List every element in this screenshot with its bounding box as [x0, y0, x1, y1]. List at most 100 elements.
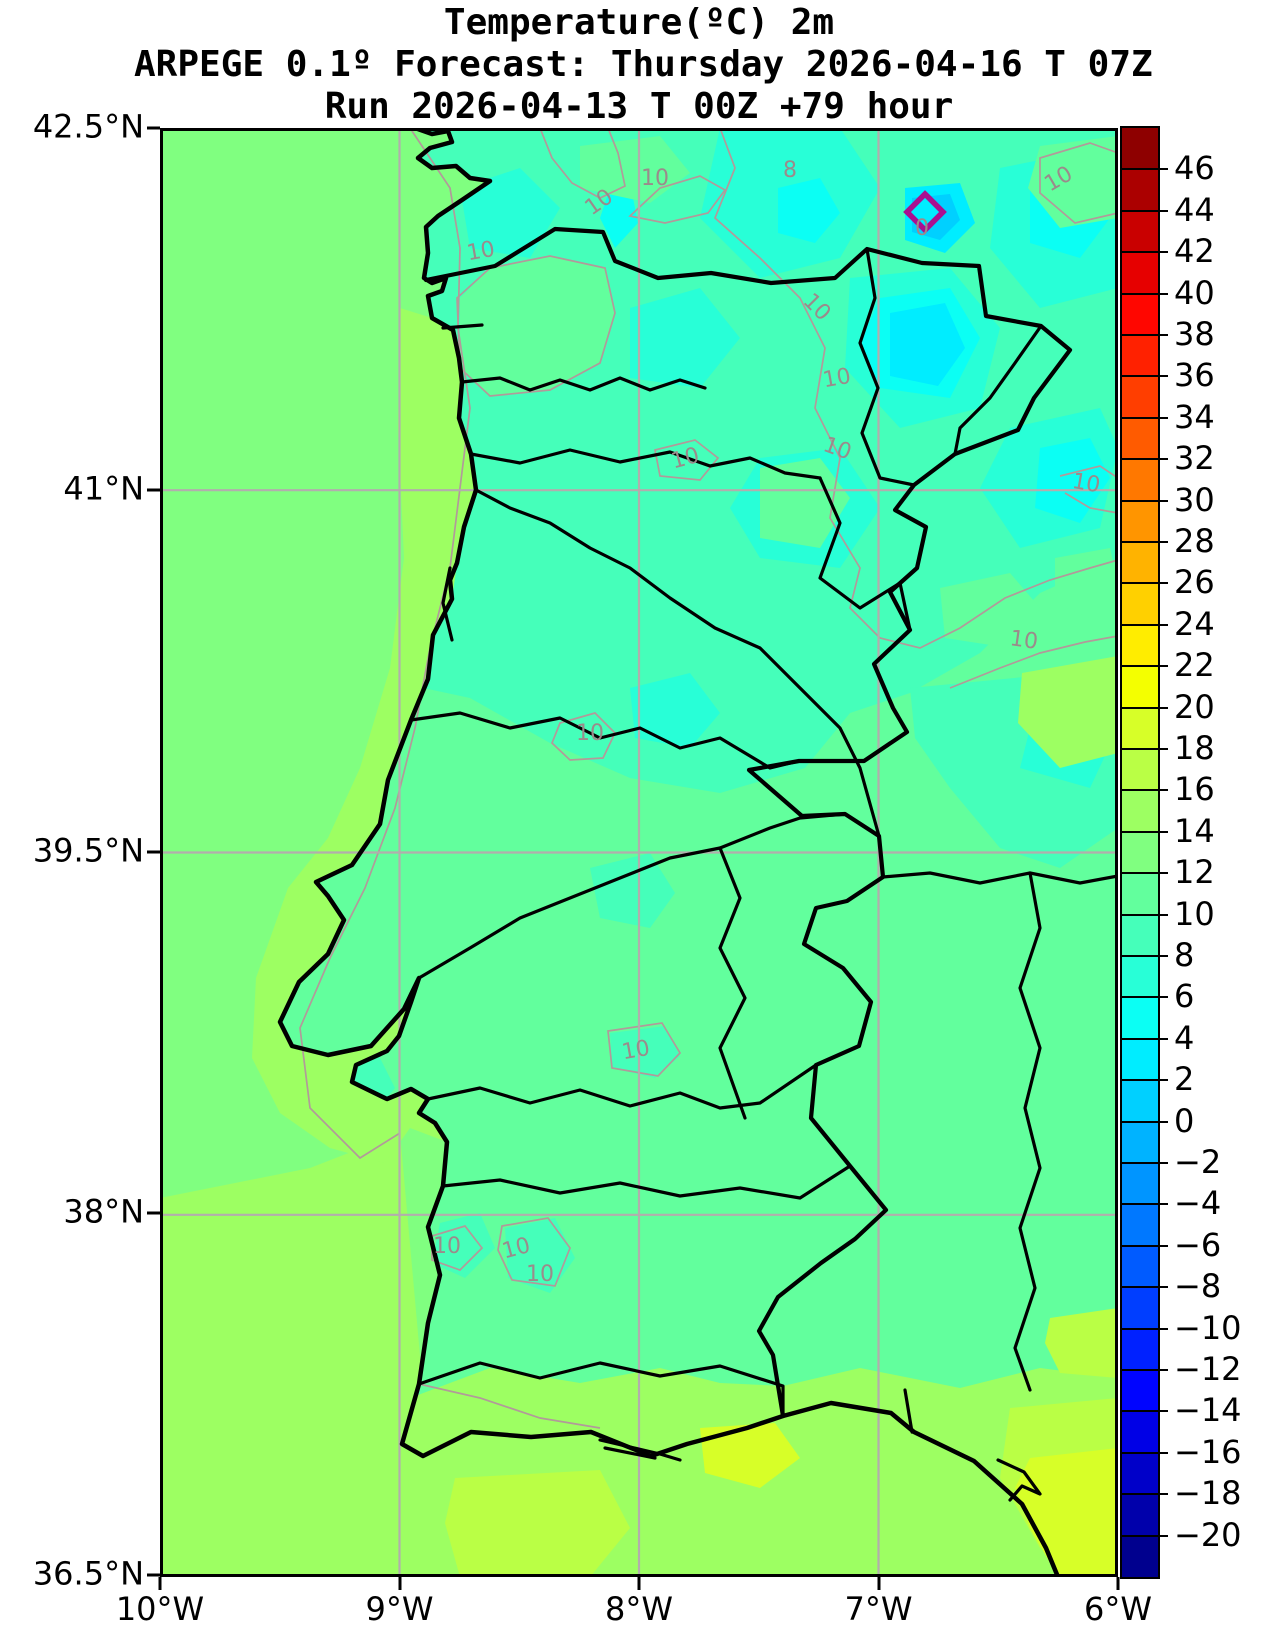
colorbar-segment: [1122, 1453, 1158, 1495]
colorbar-tick-mark: [1158, 789, 1168, 792]
lon-tick-label: 9°W: [365, 1590, 434, 1628]
colorbar-segment: [1122, 666, 1158, 708]
colorbar-segment: [1122, 1411, 1158, 1453]
colorbar-tick-mark: [1158, 1493, 1168, 1496]
lon-tick-mark: [158, 1577, 162, 1590]
colorbar-tick-mark: [1158, 665, 1168, 668]
colorbar-tick-label: 8: [1174, 936, 1195, 975]
colorbar-segment: [1122, 790, 1158, 832]
lat-tick-mark: [147, 850, 160, 853]
colorbar-segment: [1122, 1287, 1158, 1329]
colorbar-tick-mark: [1158, 334, 1168, 336]
lat-tick-label: 38°N: [63, 1192, 144, 1231]
colorbar-boundary-line: [1122, 1079, 1158, 1082]
colorbar-tick-mark: [1158, 209, 1168, 212]
colorbar-tick-label: 40: [1174, 273, 1215, 312]
lon-tick-mark: [877, 1577, 880, 1590]
colorbar-boundary-line: [1122, 1120, 1158, 1123]
chart-title: Temperature(ºC) 2m: [443, 2, 835, 43]
colorbar-tick-label: −18: [1174, 1474, 1242, 1513]
colorbar-tick-label: −20: [1174, 1515, 1242, 1554]
colorbar-segment: [1122, 1328, 1158, 1371]
colorbar-segment: [1122, 749, 1158, 791]
colorbar-tick-mark: [1158, 748, 1168, 750]
lon-tick-mark: [1116, 1577, 1120, 1590]
chart-title-block: Temperature(ºC) 2m ARPEGE 0.1º Forecast:…: [134, 2, 1153, 128]
colorbar-segment: [1122, 1121, 1158, 1164]
colorbar-tick-label: 34: [1174, 398, 1215, 437]
colorbar-boundary-line: [1122, 251, 1158, 254]
colorbar-tick-mark: [1158, 375, 1168, 378]
colorbar-segment: [1122, 128, 1158, 170]
colorbar-segment: [1122, 169, 1158, 211]
colorbar-tick-mark: [1158, 1120, 1168, 1123]
colorbar-tick-label: 38: [1174, 315, 1215, 354]
colorbar-tick-mark: [1158, 1244, 1168, 1247]
colorbar-boundary-line: [1122, 1493, 1158, 1496]
colorbar-tick-mark: [1158, 1369, 1168, 1371]
district-boundaries: [409, 247, 1118, 1502]
colorbar-tick-label: 18: [1174, 729, 1215, 768]
contour-value-label: 8: [783, 158, 797, 183]
lon-tick-mark: [637, 1577, 641, 1590]
colorbar-tick-label: 12: [1174, 853, 1215, 892]
chart-subtitle-forecast: ARPEGE 0.1º Forecast: Thursday 2026-04-1…: [134, 44, 1153, 85]
colorbar-boundary-line: [1122, 789, 1158, 792]
colorbar-segment: [1122, 831, 1158, 874]
colorbar-tick-mark: [1158, 1286, 1168, 1289]
coastline-path: [277, 128, 1061, 1577]
colorbar-boundary-line: [1122, 416, 1158, 419]
colorbar-segment: [1122, 1370, 1158, 1412]
colorbar-tick-mark: [1158, 1451, 1168, 1454]
contour-value-label: 10: [1070, 469, 1102, 498]
colorbar-segment: [1122, 417, 1158, 460]
colorbar-tick-mark: [1158, 955, 1168, 957]
colorbar-segment: [1122, 335, 1158, 377]
colorbar-tick-label: −14: [1174, 1391, 1242, 1430]
cold-minimum-diamond-marker: [903, 190, 947, 234]
colorbar-segment: [1122, 1494, 1158, 1536]
colorbar-tick-mark: [1158, 1534, 1168, 1537]
chart-subtitle-run: Run 2026-04-13 T 00Z +79 hour: [324, 86, 954, 127]
lon-tick-label: 7°W: [844, 1590, 913, 1628]
colorbar-boundary-line: [1122, 292, 1158, 295]
colorbar-boundary-line: [1122, 1162, 1158, 1164]
colorbar-tick-label: 32: [1174, 439, 1215, 478]
colorbar-boundary-line: [1122, 1534, 1158, 1537]
colorbar-tick-mark: [1158, 541, 1168, 543]
colorbar-boundary-line: [1122, 334, 1158, 336]
colorbar-segment: [1122, 1535, 1158, 1578]
colorbar-segment: [1122, 873, 1158, 915]
contour-value-label: 10: [821, 364, 853, 393]
lon-tick-label: 6°W: [1084, 1590, 1152, 1628]
colorbar-segment: [1122, 624, 1158, 667]
colorbar-segment: [1122, 500, 1158, 543]
map-canvas: 10 10 10 10 10 10 10 10 10 10 10 10 10 10 10 8 0: [160, 128, 1118, 1577]
contour-value-label: 10: [1008, 626, 1039, 655]
colorbar-segment: [1122, 583, 1158, 625]
colorbar-tick-label: 36: [1174, 356, 1215, 395]
colorbar-segment: [1122, 1080, 1158, 1122]
colorbar-boundary-line: [1122, 830, 1158, 833]
colorbar-tick-label: 28: [1174, 522, 1215, 561]
temperature-colorbar: 46 44 42 40 38 36 34 32 30 28 26 24 22 20 18 16 14 12 10 8 6…: [1120, 126, 1242, 1579]
colorbar-boundary-line: [1122, 706, 1158, 709]
colorbar-boundary-line: [1122, 1369, 1158, 1371]
colorbar-tick-label: −8: [1174, 1267, 1222, 1306]
colorbar-tick-label: 24: [1174, 605, 1215, 644]
colorbar-tick-label: 6: [1174, 977, 1195, 1016]
colorbar-boundary-line: [1122, 1286, 1158, 1289]
colorbar-boundary-line: [1122, 955, 1158, 957]
colorbar-tick-label: −10: [1174, 1308, 1242, 1347]
colorbar-tick-label: −12: [1174, 1350, 1242, 1389]
lat-tick-mark: [147, 1573, 160, 1577]
colorbar-boundary-line: [1122, 1037, 1158, 1040]
contour-value-label: 10: [465, 237, 497, 266]
colorbar-segment: [1122, 1163, 1158, 1205]
colorbar-segment: [1122, 293, 1158, 336]
contour-value-label: 0: [915, 216, 929, 241]
lat-tick-mark: [147, 488, 160, 492]
colorbar-tick-mark: [1158, 499, 1168, 502]
colorbar-tick-mark: [1158, 168, 1168, 171]
colorbar-boundary-line: [1122, 996, 1158, 999]
